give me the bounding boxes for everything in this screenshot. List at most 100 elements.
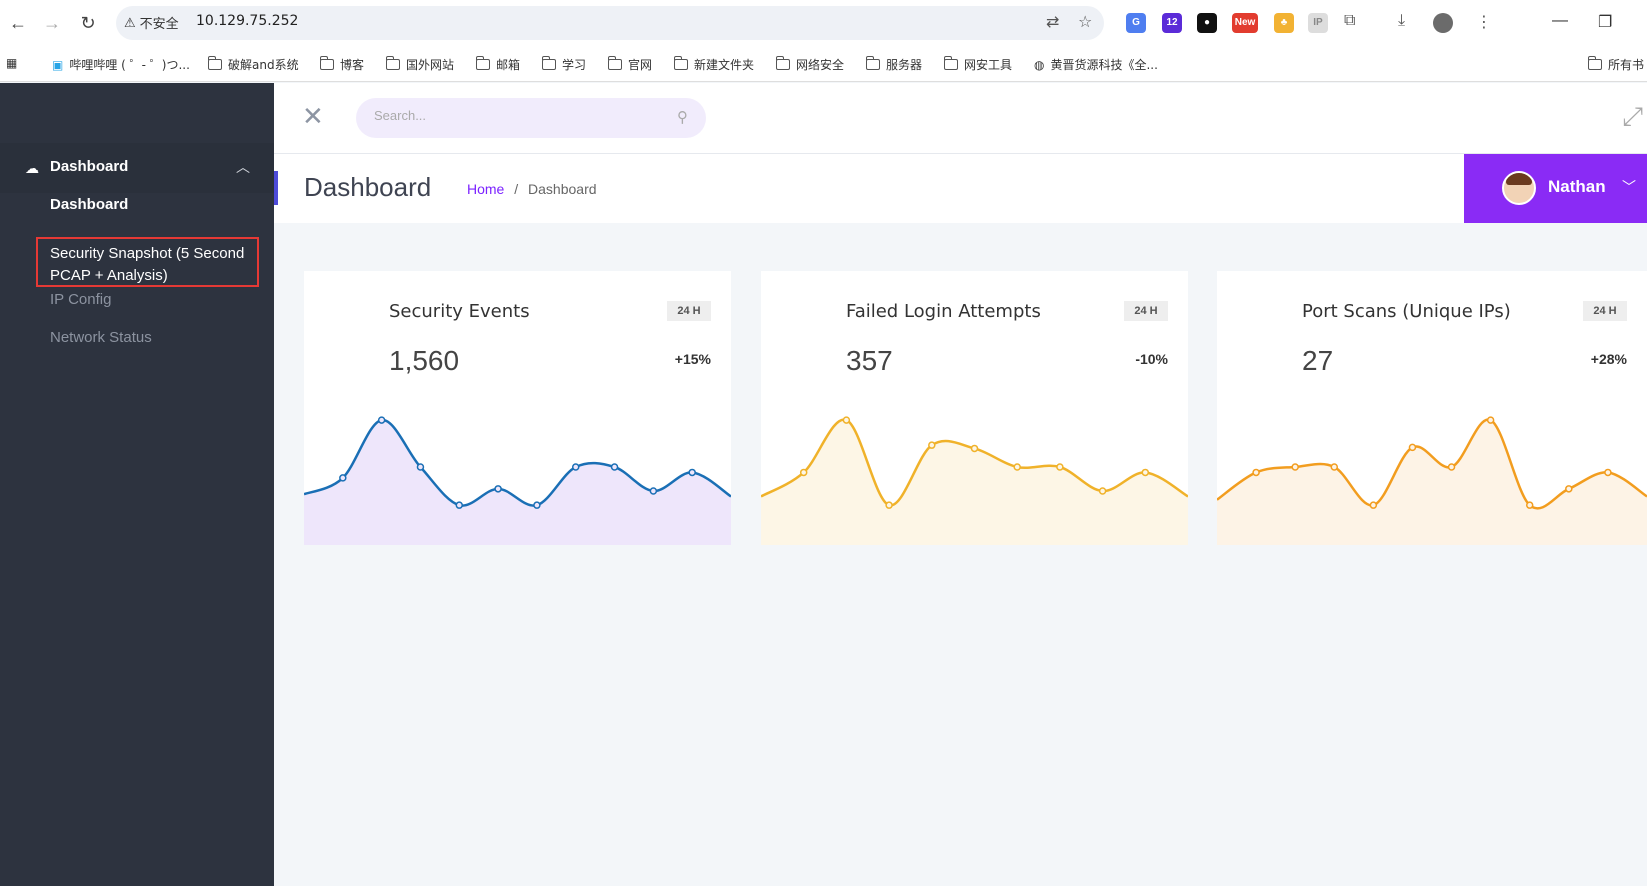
chart-point	[377, 416, 386, 424]
folder-icon	[385, 56, 400, 70]
reload-icon[interactable]: ↻	[80, 13, 96, 33]
chart-point	[885, 501, 893, 509]
chart-point	[610, 463, 619, 471]
bookmark-site[interactable]: ◍ 黄晋货源科技《全...	[1034, 57, 1158, 73]
bookmark-folder[interactable]: 学习	[541, 56, 586, 73]
bookmark-folder[interactable]: 官网	[607, 56, 652, 73]
top-header: ✕ ⚲ ⤢	[274, 83, 1647, 154]
sidebar-item-ip-config[interactable]: IP Config	[50, 291, 112, 308]
card-delta: +28%	[1590, 351, 1627, 367]
bookmark-folder[interactable]: 破解and系统	[207, 56, 299, 73]
address-bar[interactable]	[116, 6, 1104, 40]
chart-point	[1056, 463, 1064, 471]
user-menu[interactable]: Nathan ﹀	[1464, 154, 1647, 223]
restore-icon[interactable]: ❐	[1598, 14, 1613, 31]
chart-point	[1330, 463, 1339, 471]
chart-point	[533, 501, 541, 509]
extension-ip-icon[interactable]: IP	[1308, 13, 1328, 33]
chart-point	[1141, 468, 1150, 477]
bookmark-folder[interactable]: 服务器	[865, 56, 922, 73]
failed-login-card: Failed Login Attempts 24 H 357 -10%	[761, 271, 1188, 545]
folder-icon	[541, 56, 556, 70]
extension-new-icon[interactable]: New	[1232, 13, 1258, 33]
chart-point	[649, 487, 658, 495]
failed-login-chart	[761, 416, 1188, 545]
fullscreen-icon[interactable]: ⤢	[1622, 101, 1643, 131]
port-scans-chart	[1217, 416, 1647, 545]
breadcrumb-home[interactable]: Home	[467, 181, 505, 197]
breadcrumb-separator: /	[514, 181, 519, 197]
bookmark-folder[interactable]: 网安工具	[943, 56, 1012, 73]
bookmark-all[interactable]: 所有书	[1587, 56, 1644, 73]
download-icon[interactable]: ⤓	[1398, 12, 1406, 29]
card-value: 357	[846, 345, 893, 376]
browser-toolbar: ← → ↻ ⚠ 不安全 10.129.75.252 ⇄ ☆ G 12 ● New…	[0, 0, 1647, 46]
security-events-card: Security Events 24 H 1,560 +15%	[304, 271, 731, 545]
chart-area	[1217, 419, 1647, 545]
chart-point	[416, 463, 425, 471]
bookmark-folder[interactable]: 新建文件夹	[673, 56, 754, 73]
url-text[interactable]: 10.129.75.252	[196, 13, 299, 29]
forward-icon[interactable]: →	[43, 13, 61, 33]
time-range-badge: 24 H	[667, 301, 711, 321]
folder-icon	[607, 56, 622, 70]
menu-kebab-icon[interactable]: ⋮	[1476, 14, 1492, 31]
chart-point	[1565, 485, 1573, 493]
folder-icon	[1587, 56, 1602, 70]
translate-extension-icon[interactable]: G	[1126, 13, 1146, 33]
card-title: Security Events	[389, 301, 530, 322]
minimize-icon[interactable]: —	[1552, 12, 1568, 29]
breadcrumb: Home / Dashboard	[467, 181, 597, 197]
security-label: 不安全	[139, 16, 179, 31]
bookmark-star-icon[interactable]: ☆	[1078, 14, 1093, 31]
sidebar-item-dashboard[interactable]: Dashboard	[50, 196, 129, 213]
page-title: Dashboard	[304, 172, 432, 202]
chart-point	[571, 463, 580, 471]
bookmarks-bar: ▦ ▣ 哔哩哔哩 ( ゜- ゜)つ... 破解and系统 博客 国外网站 邮箱 学…	[0, 46, 1647, 82]
bookmark-folder[interactable]: 博客	[319, 56, 364, 73]
chart-point	[339, 474, 347, 482]
chevron-down-icon: ﹀	[1622, 179, 1636, 195]
warning-icon: ⚠	[124, 14, 136, 30]
dashboard-gauge-icon: ☁	[25, 160, 39, 176]
security-indicator[interactable]: ⚠ 不安全	[124, 13, 179, 32]
chart-area	[304, 420, 731, 545]
search-input[interactable]	[374, 108, 664, 123]
chart-point	[1252, 468, 1260, 477]
card-delta: -10%	[1135, 351, 1168, 367]
chevron-up-icon: ︿	[236, 159, 250, 175]
extension-pepper-icon[interactable]: ♣	[1274, 13, 1294, 33]
security-events-chart	[304, 416, 731, 545]
sidebar-item-network-status[interactable]: Network Status	[50, 329, 152, 346]
chart-point	[1604, 468, 1612, 477]
sidebar-item-security-snapshot[interactable]: Security Snapshot (5 Second PCAP + Analy…	[36, 237, 259, 287]
chart-point	[1098, 487, 1107, 495]
folder-icon	[943, 56, 958, 70]
extensions-puzzle-icon[interactable]: ⧉	[1344, 12, 1356, 29]
folder-icon	[673, 56, 688, 70]
card-delta: +15%	[674, 351, 711, 367]
sidebar-group-dashboard[interactable]: ☁ Dashboard ︿	[0, 143, 274, 193]
globe-icon: ◍	[1034, 57, 1045, 72]
card-value: 27	[1302, 345, 1334, 376]
chart-point	[1291, 463, 1299, 471]
bookmark-bilibili[interactable]: ▣ 哔哩哔哩 ( ゜- ゜)つ...	[52, 57, 190, 73]
search-icon[interactable]: ⚲	[677, 109, 688, 126]
extension-badge-icon[interactable]: 12	[1162, 13, 1182, 33]
chart-area	[761, 419, 1188, 545]
title-accent-bar	[274, 171, 278, 205]
back-icon[interactable]: ←	[9, 13, 27, 33]
extension-dark-icon[interactable]: ●	[1197, 13, 1217, 33]
bookmark-folder[interactable]: 网络安全	[775, 56, 844, 73]
chart-point	[1369, 501, 1378, 509]
chart-point	[970, 444, 979, 453]
translate-icon[interactable]: ⇄	[1046, 14, 1060, 31]
time-range-badge: 24 H	[1124, 301, 1168, 321]
close-sidebar-icon[interactable]: ✕	[302, 101, 324, 131]
chart-point	[1408, 443, 1417, 452]
bookmark-folder[interactable]: 邮箱	[475, 56, 520, 73]
apps-grid-icon[interactable]: ▦	[6, 56, 18, 70]
avatar	[1502, 171, 1536, 205]
bookmark-folder[interactable]: 国外网站	[385, 56, 454, 73]
profile-avatar-icon[interactable]	[1433, 13, 1453, 33]
